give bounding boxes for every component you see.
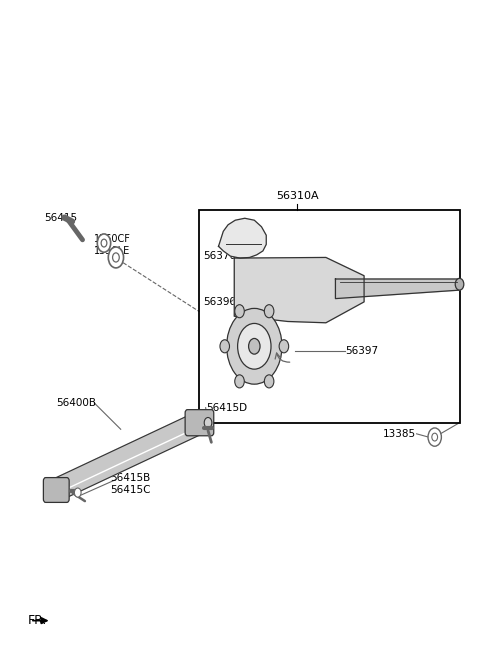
Circle shape <box>220 340 229 353</box>
Circle shape <box>101 239 107 247</box>
Text: 56415: 56415 <box>44 213 77 223</box>
Circle shape <box>279 340 288 353</box>
Circle shape <box>235 375 244 388</box>
Circle shape <box>428 428 442 446</box>
Text: 56370C: 56370C <box>203 251 243 261</box>
Circle shape <box>97 234 111 252</box>
FancyBboxPatch shape <box>185 409 214 436</box>
Polygon shape <box>218 218 266 258</box>
Ellipse shape <box>455 278 464 290</box>
Text: 56397: 56397 <box>345 346 378 356</box>
Polygon shape <box>53 411 202 501</box>
Text: 13385: 13385 <box>383 429 416 439</box>
Circle shape <box>74 488 81 497</box>
Circle shape <box>238 323 271 369</box>
FancyBboxPatch shape <box>43 478 69 502</box>
Polygon shape <box>234 257 364 323</box>
Text: 56400B: 56400B <box>56 398 96 408</box>
Circle shape <box>235 304 244 318</box>
Bar <box>199 211 459 422</box>
Text: 1350LE: 1350LE <box>95 246 131 256</box>
Text: FR.: FR. <box>28 614 47 627</box>
Circle shape <box>227 308 282 384</box>
Text: 56415D: 56415D <box>206 403 248 413</box>
Text: 56415B: 56415B <box>110 473 150 483</box>
Circle shape <box>249 338 260 354</box>
Circle shape <box>113 253 119 262</box>
Text: 56310A: 56310A <box>276 191 319 201</box>
Polygon shape <box>336 279 459 298</box>
Circle shape <box>264 375 274 388</box>
Circle shape <box>108 247 123 268</box>
Circle shape <box>264 304 274 318</box>
Text: 1360CF: 1360CF <box>95 234 132 244</box>
Text: 56415C: 56415C <box>110 485 151 495</box>
Text: 56390C: 56390C <box>203 297 243 307</box>
Circle shape <box>204 417 212 428</box>
Circle shape <box>432 433 438 441</box>
